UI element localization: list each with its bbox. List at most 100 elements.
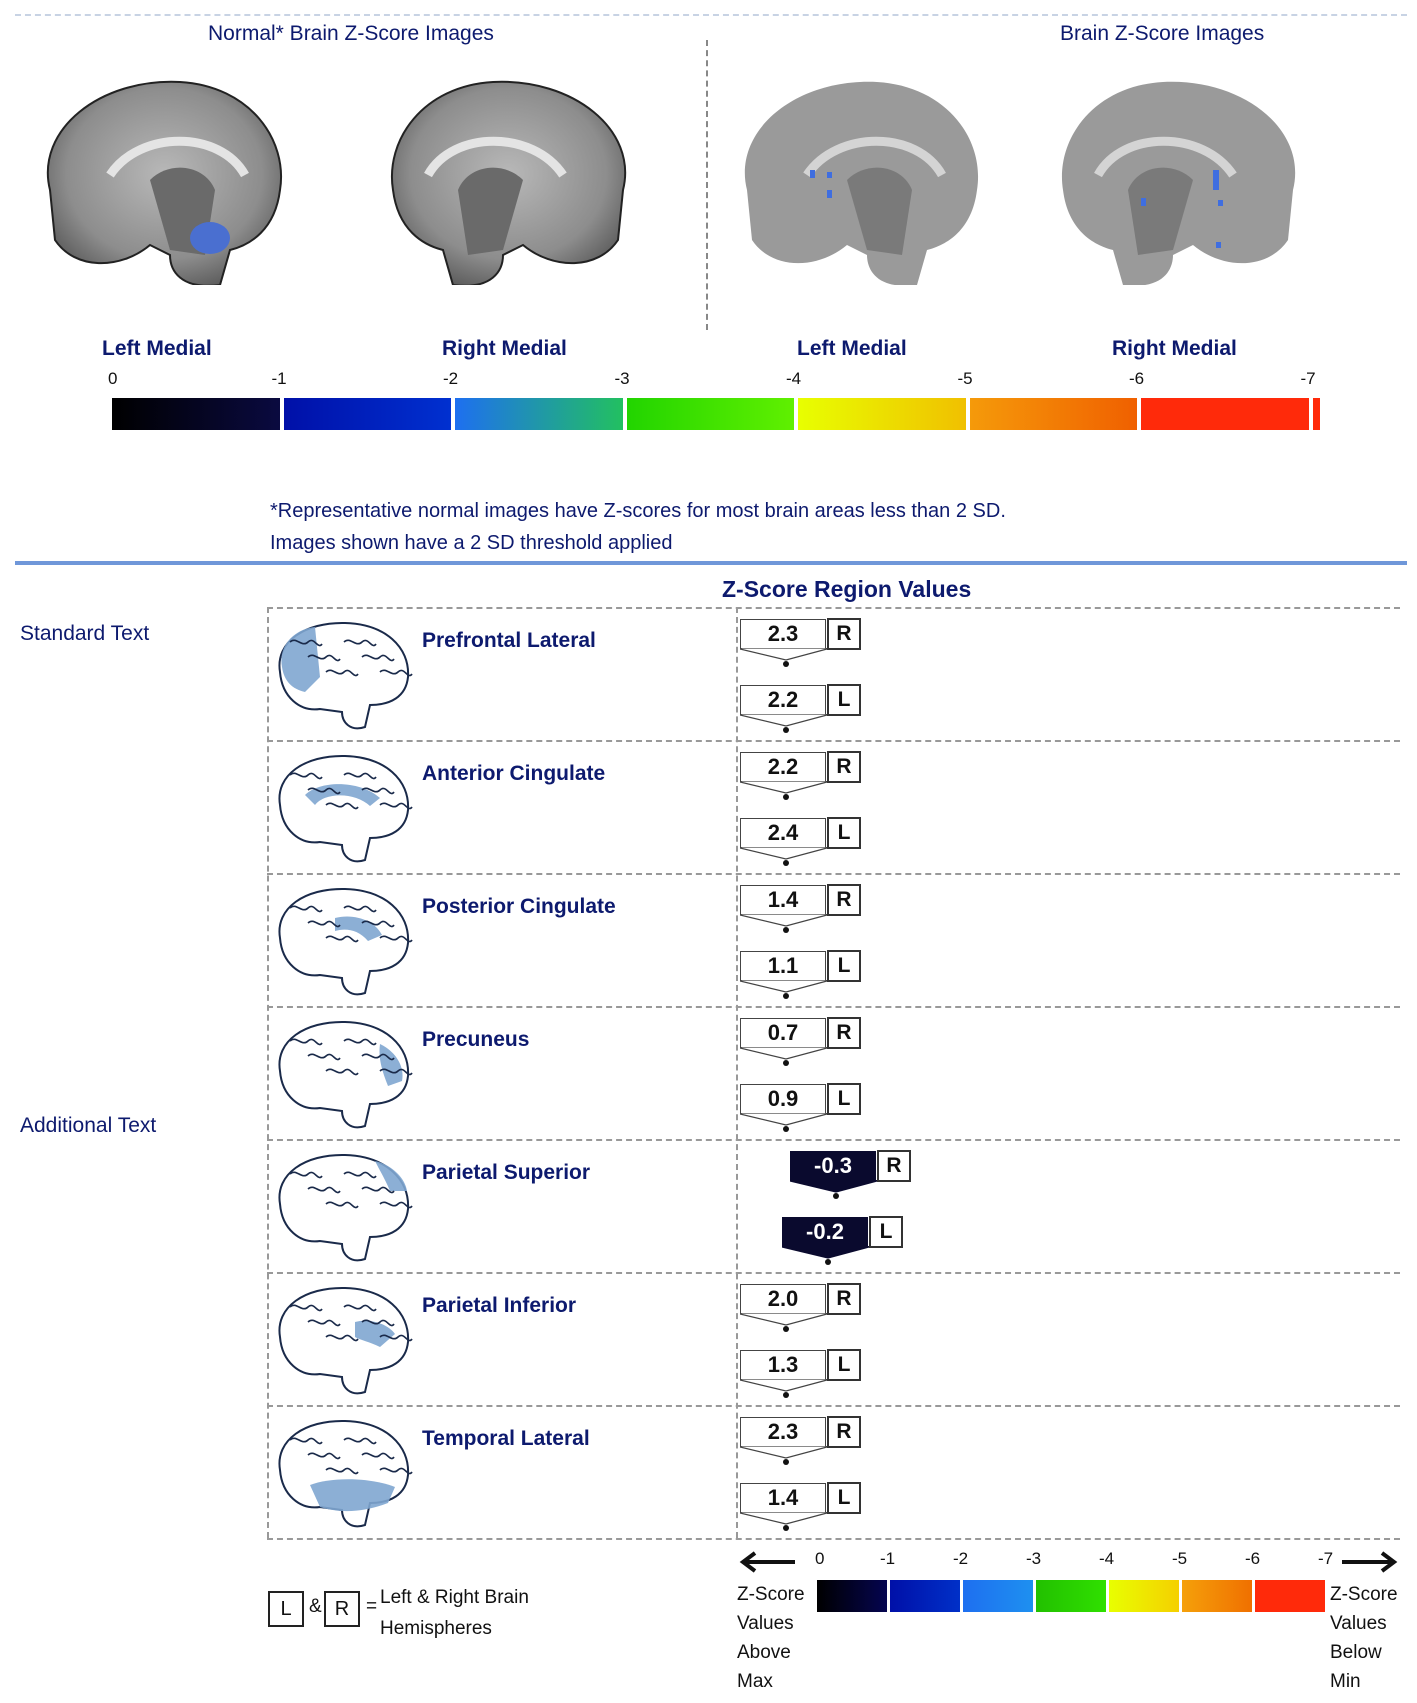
value-dot: [783, 993, 789, 999]
value-pointer: [740, 980, 828, 993]
legend-colorbar-segment: [963, 1580, 1033, 1612]
value-box-left: 0.9: [740, 1084, 826, 1114]
value-dot: [783, 661, 789, 667]
view-label-1: Left Medial: [102, 337, 212, 360]
value-box-right: 2.0: [740, 1284, 826, 1314]
value-pointer: [740, 1446, 828, 1459]
value-pointer: [740, 781, 828, 794]
table-row-line: [267, 1272, 1400, 1274]
region-name: Temporal Lateral: [422, 1427, 590, 1450]
value-box-right: 2.3: [740, 1417, 826, 1447]
region-name: Precuneus: [422, 1028, 530, 1051]
region-brain-icon: [278, 887, 413, 996]
region-name: Anterior Cingulate: [422, 762, 606, 785]
right-arrow-icon: [1340, 1550, 1400, 1579]
value-dot: [825, 1259, 831, 1265]
legend-right-note-line: Z-Score: [1330, 1584, 1398, 1605]
view-label-3: Left Medial: [797, 337, 907, 360]
hemisphere-right-label: R: [827, 618, 861, 650]
legend-tick: -6: [1245, 1549, 1261, 1568]
colorbar-tick: -1: [271, 369, 287, 388]
legend-eq: =: [366, 1596, 378, 1617]
legend-left-note-line: Z-Score: [737, 1584, 805, 1605]
region-name: Prefrontal Lateral: [422, 629, 596, 652]
value-dot: [783, 1060, 789, 1066]
normal-images-title: Normal* Brain Z-Score Images: [208, 22, 494, 45]
colorbar-segment: [969, 398, 1137, 430]
hemisphere-right-label: R: [827, 884, 861, 916]
value-pointer: [740, 1313, 828, 1326]
value-pointer: [790, 1180, 878, 1193]
table-row-line: [267, 1405, 1400, 1407]
colorbar-segment: [283, 398, 451, 430]
value-dot: [783, 927, 789, 933]
value-box-left: 1.3: [740, 1350, 826, 1380]
hemisphere-left-label: L: [827, 684, 861, 716]
value-box-left: 1.1: [740, 951, 826, 981]
colorbar-tick: -7: [1300, 369, 1316, 388]
legend-right-note-line: Values: [1330, 1613, 1387, 1634]
note-line-2: Images shown have a 2 SD threshold appli…: [270, 532, 673, 554]
legend-amp: &: [309, 1596, 322, 1617]
table-row-line: [267, 1538, 1400, 1540]
colorbar-segment: [798, 398, 966, 430]
legend-tick: -7: [1318, 1549, 1334, 1568]
table-title: Z-Score Region Values: [722, 576, 972, 602]
colorbar-segment: [455, 398, 623, 430]
normal-left-medial-brain: [46, 80, 283, 285]
value-pointer: [740, 714, 828, 727]
legend-text-2: Hemispheres: [380, 1618, 492, 1639]
colorbar-segment: [626, 398, 794, 430]
legend-colorbar-segment: [1109, 1580, 1179, 1612]
colorbar-segment: [112, 398, 280, 430]
region-brain-icon: [278, 754, 413, 863]
additional-text: Additional Text: [20, 1114, 157, 1137]
view-label-4: Right Medial: [1112, 337, 1237, 360]
hemisphere-right-label: R: [827, 1416, 861, 1448]
standard-text: Standard Text: [20, 622, 150, 645]
section-divider: [15, 561, 1407, 565]
table-row-line: [267, 740, 1400, 742]
colorbar-tick: -4: [786, 369, 802, 388]
value-box-right: -0.3: [790, 1151, 876, 1181]
value-pointer: [740, 1047, 828, 1060]
value-box-left: 1.4: [740, 1483, 826, 1513]
hemisphere-left-label: L: [827, 817, 861, 849]
region-brain-icon: [278, 1020, 413, 1129]
note-line-1: *Representative normal images have Z-sco…: [270, 500, 1006, 522]
legend-left-note-line: Values: [737, 1613, 794, 1634]
value-dot: [783, 1392, 789, 1398]
legend-tick: -5: [1172, 1549, 1188, 1568]
legend-right-note-line: Below: [1330, 1642, 1382, 1663]
colorbar-tick: 0: [108, 369, 118, 388]
view-label-2: Right Medial: [442, 337, 567, 360]
value-pointer: [740, 1113, 828, 1126]
value-dot: [783, 727, 789, 733]
value-pointer: [740, 1512, 828, 1525]
legend-tick: 0: [815, 1549, 825, 1568]
colorbar-tick: -5: [957, 369, 973, 388]
hemisphere-left-label: L: [869, 1216, 903, 1248]
value-dot: [783, 860, 789, 866]
value-pointer: [740, 914, 828, 927]
hemisphere-right-label: R: [827, 751, 861, 783]
colorbar-tail-segment: [1312, 398, 1320, 430]
hemisphere-right-label: R: [827, 1283, 861, 1315]
value-box-right: 0.7: [740, 1018, 826, 1048]
normal-right-medial-brain: [390, 80, 627, 285]
hemisphere-left-label: L: [827, 1482, 861, 1514]
table-left-line: [267, 607, 269, 1538]
legend-tick: -3: [1026, 1549, 1042, 1568]
colorbar-tick: -3: [614, 369, 630, 388]
value-dot: [783, 794, 789, 800]
legend-left-note-line: Above: [737, 1642, 791, 1663]
table-row-line: [267, 873, 1400, 875]
region-name: Parietal Superior: [422, 1161, 591, 1184]
legend-colorbar-segment: [817, 1580, 887, 1612]
value-pointer: [782, 1246, 870, 1259]
legend-left-note-line: Max: [737, 1671, 773, 1692]
hemisphere-right-label: R: [877, 1150, 911, 1182]
legend-colorbar-segment: [1182, 1580, 1252, 1612]
hemisphere-left-label: L: [827, 1349, 861, 1381]
region-brain-icon: [278, 1419, 413, 1528]
